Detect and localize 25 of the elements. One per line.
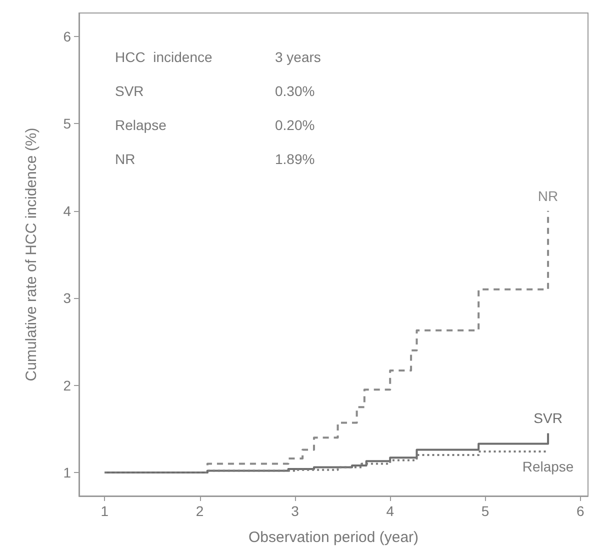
annotation: 3 years — [275, 49, 321, 65]
x-tick-label: 3 — [291, 503, 300, 519]
y-tick-label: 5 — [63, 116, 72, 132]
annotation: SVR — [115, 83, 144, 99]
annotation: NR — [115, 151, 136, 167]
series-label: Relapse — [522, 458, 574, 475]
annotation: 1.89% — [275, 151, 315, 167]
annotation: HCC incidence — [115, 49, 212, 65]
y-tick-label: 2 — [63, 377, 72, 394]
annotation: Relapse — [115, 117, 167, 133]
series-label: NR — [538, 188, 558, 204]
y-tick-label: 1 — [63, 464, 72, 480]
x-tick-label: 1 — [100, 503, 109, 519]
x-tick-label: 6 — [576, 503, 584, 519]
annotation: 0.30% — [275, 83, 315, 99]
x-axis-title: Observation period (year) — [248, 529, 419, 546]
series-label: SVR — [534, 410, 562, 426]
x-tick-label: 4 — [386, 503, 394, 519]
y-tick-label: 4 — [63, 202, 72, 219]
y-axis-title: Cumulative rate of HCC incidence (%) — [23, 128, 40, 382]
y-tick-label: 6 — [63, 28, 72, 45]
y-tick-label: 3 — [63, 290, 72, 306]
x-tick-label: 2 — [196, 503, 204, 519]
annotation: 0.20% — [275, 117, 315, 133]
x-tick-label: 5 — [481, 503, 490, 519]
